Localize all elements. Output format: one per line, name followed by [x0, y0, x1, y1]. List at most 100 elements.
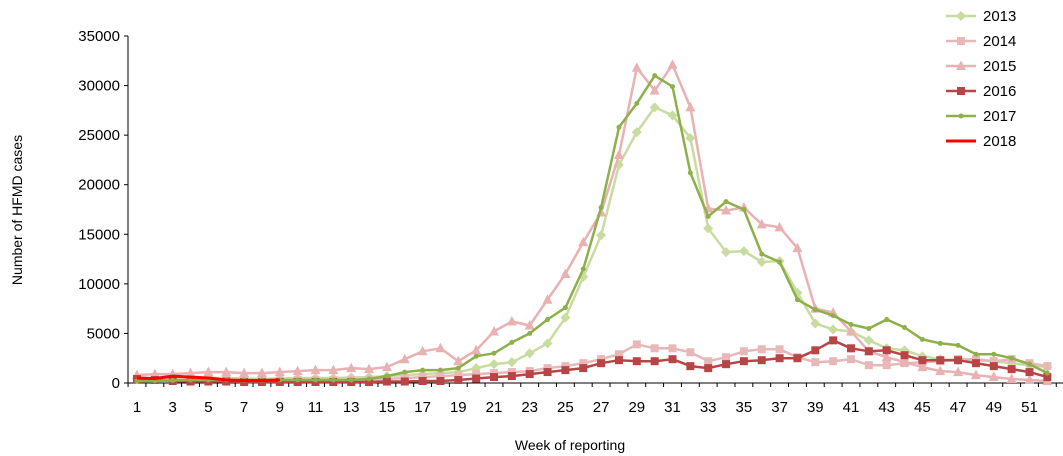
point: [274, 366, 285, 377]
point: [384, 373, 390, 379]
x-tick-label: 43: [878, 399, 895, 416]
x-axis: 1 3 5 7 9 11 13 15 17 19 21 23 25 27 29 31 33 35 37 39 41 43 4…: [127, 382, 1063, 416]
x-tick-label: 47: [950, 399, 967, 416]
x-tick-label: 11: [308, 399, 324, 416]
point: [687, 170, 693, 176]
point: [614, 356, 623, 365]
point: [812, 307, 818, 313]
point: [381, 361, 392, 372]
point: [527, 330, 533, 336]
point: [490, 373, 498, 382]
point: [366, 376, 372, 382]
series-line: [136, 106, 1048, 381]
point: [705, 213, 711, 219]
point: [170, 378, 176, 384]
point: [686, 348, 695, 357]
point: [970, 369, 981, 380]
series-line: [136, 63, 1048, 383]
point: [774, 221, 785, 232]
point: [1043, 373, 1052, 382]
point: [864, 361, 873, 370]
point: [955, 342, 961, 348]
legend-item: 2017: [946, 108, 1016, 125]
x-tick-label: 19: [450, 399, 467, 416]
x-tick-label: 17: [414, 399, 431, 416]
point: [756, 257, 767, 268]
y-tick-label: 5000: [87, 325, 120, 342]
x-tick-label: 25: [557, 399, 574, 416]
series-2017: [134, 73, 1050, 384]
point: [473, 353, 479, 359]
point: [579, 364, 588, 373]
point: [739, 347, 748, 356]
point: [847, 355, 855, 364]
point: [881, 351, 892, 362]
point: [203, 366, 214, 377]
point: [435, 342, 446, 353]
point: [917, 361, 928, 372]
point: [560, 268, 571, 278]
point: [685, 133, 696, 144]
x-tick-label: 29: [628, 399, 645, 416]
x-tick-label: 45: [914, 399, 931, 416]
point: [310, 364, 321, 375]
point: [455, 365, 461, 371]
point: [313, 377, 318, 383]
point: [472, 370, 481, 379]
point: [437, 367, 443, 373]
point: [489, 359, 499, 370]
point: [957, 87, 965, 95]
point: [436, 372, 445, 381]
point: [757, 356, 766, 365]
legend-label: 2016: [983, 83, 1016, 100]
point: [399, 353, 410, 364]
x-tick-label: 41: [843, 399, 860, 416]
point: [634, 100, 640, 106]
point: [400, 377, 409, 386]
point: [631, 127, 642, 138]
point: [1043, 362, 1052, 371]
point: [703, 223, 714, 234]
point: [777, 259, 783, 265]
point: [295, 377, 301, 383]
point: [991, 351, 997, 357]
y-tick-label: 35000: [78, 28, 120, 45]
point: [402, 369, 408, 375]
point: [616, 124, 622, 130]
point: [650, 357, 659, 366]
point: [239, 367, 250, 378]
point: [971, 359, 980, 368]
point: [614, 350, 623, 359]
point: [828, 324, 839, 335]
series-2018: [136, 374, 280, 382]
point: [524, 319, 535, 330]
point: [506, 316, 517, 326]
point: [722, 360, 731, 369]
point: [775, 354, 784, 363]
point: [454, 371, 463, 380]
point: [721, 247, 732, 258]
point: [292, 365, 303, 376]
point: [810, 318, 821, 329]
point: [935, 365, 946, 376]
legend-item: 2014: [946, 33, 1016, 50]
x-tick-label: 13: [343, 399, 360, 416]
point: [989, 357, 998, 366]
legend-label: 2013: [983, 8, 1016, 25]
legend-item: 2018: [946, 133, 1016, 150]
point: [884, 317, 890, 323]
legend-label: 2015: [983, 58, 1016, 75]
point: [524, 348, 535, 359]
point: [509, 339, 515, 345]
point: [562, 305, 568, 311]
point: [739, 357, 748, 366]
point: [919, 336, 925, 342]
y-tick-label: 15000: [78, 226, 120, 243]
point: [1006, 373, 1017, 384]
point: [348, 377, 354, 383]
legend: 2013 2014 2015 2016 2017 2018: [946, 8, 1016, 150]
legend-label: 2018: [983, 133, 1016, 150]
point: [830, 313, 836, 319]
point: [722, 353, 731, 362]
